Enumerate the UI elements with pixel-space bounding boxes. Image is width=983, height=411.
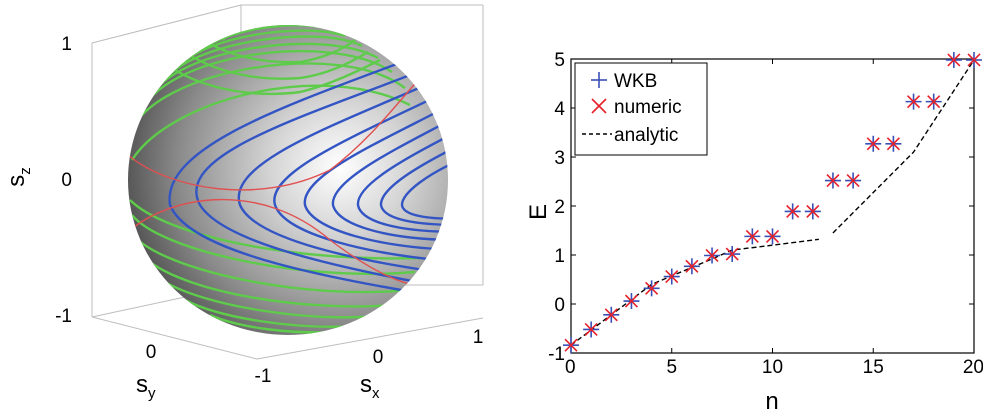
x-tick-label-15: 15: [863, 357, 884, 378]
numeric-point-3: [624, 294, 639, 308]
legend-analytic-label: analytic: [614, 125, 678, 146]
numeric-point-7: [705, 248, 719, 263]
x-tick-label-5: 5: [666, 357, 677, 378]
numeric-point-12: [806, 204, 820, 218]
legend-numeric-marker: [591, 98, 607, 114]
green-contours-bottom: [129, 199, 421, 334]
z-axis-label: sz: [3, 167, 34, 187]
numeric-point-1: [584, 322, 598, 337]
x-axis-label: sx: [360, 371, 380, 402]
x-tick-label-10: 10: [762, 357, 783, 378]
numeric-point-13: [826, 173, 840, 188]
y-tick-label-2: 2: [554, 197, 565, 218]
analytic-segment-0: [570, 238, 819, 346]
svg-text:sz: sz: [3, 167, 34, 187]
green-contours-top: [128, 25, 411, 161]
y-tick-label-3: 3: [554, 148, 565, 169]
numeric-point-9: [745, 229, 759, 243]
z-ticks: 1 0 -1: [55, 34, 72, 327]
svg-text:E: E: [525, 204, 552, 220]
legend-numeric-label: numeric: [614, 97, 682, 118]
numeric-point-0: [564, 338, 578, 352]
x-axis-label-n: n: [765, 388, 778, 411]
x-tick-neg1: -1: [255, 366, 272, 387]
analytic-segment-1: [832, 59, 975, 234]
x-tick-label-0: 0: [565, 357, 576, 378]
x-tick-1: 1: [473, 327, 484, 348]
y-tick-label-4: 4: [554, 99, 565, 120]
legend: WKB numeric analytic: [574, 62, 708, 156]
numeric-point-16: [886, 137, 900, 151]
sphere-plot: 1 0 -1 0 -1 0 1 sz sy sx: [3, 4, 484, 402]
data-marks: [563, 51, 982, 354]
y-tick-label-1: 1: [554, 246, 565, 267]
numeric-point-5: [665, 269, 679, 284]
z-tick-1: 1: [61, 34, 72, 55]
numeric-point-10: [765, 229, 780, 243]
legend-wkb-label: WKB: [614, 71, 657, 92]
y-axis-label: sy: [136, 371, 156, 402]
numeric-point-17: [906, 95, 921, 109]
numeric-point-19: [947, 53, 961, 67]
z-tick-0: 0: [61, 170, 72, 191]
numeric-point-15: [866, 137, 880, 151]
numeric-point-18: [927, 95, 941, 109]
y-tick-label-5: 5: [554, 50, 565, 71]
numeric-point-2: [604, 308, 618, 322]
separatrix: [128, 77, 431, 289]
z-tick-neg1: -1: [55, 306, 72, 327]
numeric-point-4: [645, 281, 659, 295]
y-tick-0: 0: [146, 342, 157, 363]
numeric-point-20: [967, 53, 981, 67]
x-ticks: -1 0 1: [255, 327, 484, 387]
y-tick-label--1: -1: [548, 344, 565, 365]
y-axis-label-e: E: [525, 204, 552, 220]
numeric-point-8: [725, 247, 739, 261]
numeric-point-6: [685, 259, 699, 273]
y-tick-label-0: 0: [554, 295, 565, 316]
numeric-point-11: [786, 204, 800, 218]
x-tick-0: 0: [373, 347, 384, 368]
numeric-point-14: [846, 173, 860, 188]
x-tick-label-20: 20: [963, 357, 983, 378]
legend-wkb-marker: [591, 72, 607, 88]
